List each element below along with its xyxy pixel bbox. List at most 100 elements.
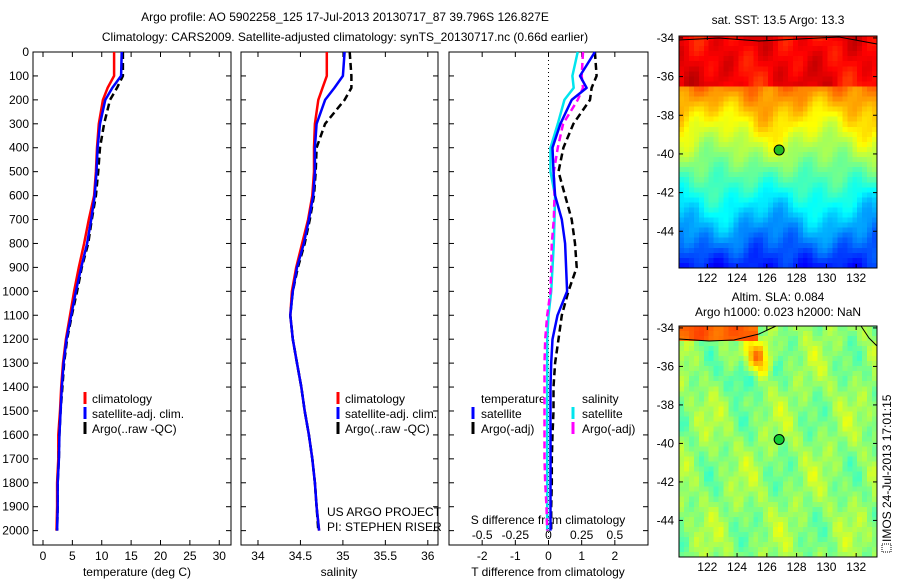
lon-tick-label: 124 (727, 271, 747, 285)
depth-tick-label: 300 (9, 117, 29, 131)
depth-tick-label: 1000 (2, 284, 29, 298)
legend-label-argo: Argo(..raw -QC) (92, 422, 177, 436)
x-tick-label: 25 (183, 549, 197, 563)
depth-tick-label: 500 (9, 165, 29, 179)
profile-legend-salinity: climatology satellite-adj. clim. Argo(..… (336, 392, 437, 436)
x-tick-label: 1 (578, 549, 585, 563)
x-tick-label: 35 (336, 549, 350, 563)
x-tick-label: 20 (154, 549, 168, 563)
lon-tick-label: 122 (697, 560, 717, 574)
x-tick-label: -1 (510, 549, 521, 563)
series-line-temperature-argo-adj- (549, 51, 598, 531)
series-line-salinity-argo-adj- (543, 51, 585, 531)
timestamp-text: IMOS 24-Jul-2013 17:01:15 (880, 394, 894, 542)
x-tick-label: 30 (213, 549, 227, 563)
sla-map-subtitle: Argo h1000: 0.023 h2000: NaN (695, 305, 861, 319)
legend-label-argo: Argo(..raw -QC) (345, 422, 430, 436)
depth-tick-label: 100 (9, 69, 29, 83)
depth-tick-label: 200 (9, 93, 29, 107)
salinity-panel: 34 34.5 35 35.5 36 (240, 51, 439, 563)
depth-tick-label: 800 (9, 236, 29, 250)
lon-tick-label: 126 (757, 271, 777, 285)
depth-tick-label: 400 (9, 141, 29, 155)
legend-label-s-satellite: satellite (582, 407, 623, 421)
series-line-argo-raw-qc- (289, 51, 353, 531)
map-frame (678, 35, 878, 269)
series-line-satellite-adj-clim- (55, 51, 123, 531)
coastline (860, 325, 878, 347)
depth-tick-label: 600 (9, 189, 29, 203)
temperature-panel: 0100200300400500600700800900100011001200… (2, 45, 232, 563)
depth-tick-label: 1900 (2, 500, 29, 514)
depth-tick-label: 1100 (3, 308, 29, 322)
lat-tick-label: -42 (657, 475, 675, 489)
lon-tick-label: 124 (727, 560, 747, 574)
temperature-axes-frame (32, 51, 232, 546)
x-tick-label: 0 (40, 549, 47, 563)
series-line-argo-raw-qc- (55, 52, 125, 531)
depth-tick-label: 700 (9, 213, 29, 227)
lat-tick-label: -40 (657, 436, 675, 450)
lon-tick-label: 122 (697, 271, 717, 285)
legend-label-climatology: climatology (92, 392, 152, 406)
temperature-xlabel: temperature (deg C) (83, 565, 191, 579)
lat-tick-label: -40 (657, 147, 675, 161)
series-line-satellite-adj-clim- (289, 51, 346, 531)
legend-label-t-argo: Argo(-adj) (481, 422, 534, 436)
s-diff-tick-label: 0.5 (606, 528, 623, 542)
depth-tick-label: 1500 (2, 404, 29, 418)
lat-tick-label: -36 (657, 359, 675, 373)
argo-float-marker (773, 144, 785, 156)
depth-tick-label: 2000 (2, 524, 29, 538)
lat-tick-label: -44 (657, 224, 675, 238)
x-tick-label: 15 (124, 549, 138, 563)
sla_map-axes: 122 124 126 128 130 132 -34 -36 -38 -40 -42 -44 (657, 321, 878, 574)
x-tick-label: 5 (69, 549, 76, 563)
coastline (678, 325, 777, 342)
lat-tick-label: -38 (657, 108, 675, 122)
title-line-2: Climatology: CARS2009. Satellite-adjuste… (102, 30, 588, 44)
s-diff-tick-label: 0 (545, 528, 552, 542)
salinity-xlabel: salinity (321, 565, 358, 579)
legend-heading-salinity: salinity (582, 392, 619, 406)
map-frame (678, 325, 878, 558)
legend-label-t-satellite: satellite (481, 407, 522, 421)
lat-tick-label: -34 (657, 31, 675, 45)
series-line-climatology (55, 52, 116, 531)
sst-map-title: sat. SST: 13.5 Argo: 13.3 (712, 13, 845, 27)
difference-legend: temperature salinity satellite Argo(-adj… (471, 392, 635, 436)
salinity-axes-frame (240, 51, 439, 546)
title-line-1: Argo profile: AO 5902258_125 17-Jul-2013… (141, 10, 549, 24)
difference-panel: -2 -1 0 1 2 -0.5 -0.25 0 0.25 0.5 (448, 51, 649, 563)
project-note: US ARGO PROJECT (327, 505, 442, 519)
lon-tick-label: 132 (846, 560, 866, 574)
legend-label-satellite: satellite-adj. clim. (92, 407, 184, 421)
depth-tick-label: 1700 (2, 452, 29, 466)
s-diff-tick-label: 0.25 (570, 528, 594, 542)
legend-label-satellite: satellite-adj. clim. (345, 407, 437, 421)
legend-label-climatology: climatology (345, 392, 405, 406)
lon-tick-label: 130 (816, 271, 836, 285)
lat-tick-label: -36 (657, 70, 675, 84)
pi-note: PI: STEPHEN RISER (327, 520, 442, 534)
argo-float-marker (773, 433, 785, 445)
x-tick-label: 34 (251, 549, 265, 563)
x-tick-label: 0 (545, 549, 552, 563)
lon-tick-label: 128 (787, 271, 807, 285)
x-tick-label: -2 (477, 549, 488, 563)
depth-tick-label: 1300 (2, 356, 29, 370)
timestamp-label: IMOS 24-Jul-2013 17:01:15 (880, 394, 894, 553)
lat-tick-label: -44 (657, 513, 675, 527)
legend-heading-temperature: temperature (481, 392, 546, 406)
sla-map-title: Altim. SLA: 0.084 (732, 290, 825, 304)
profile-legend-temperature: climatology satellite-adj. clim. Argo(..… (83, 392, 184, 436)
coastline (678, 36, 878, 45)
lat-tick-label: -38 (657, 398, 675, 412)
depth-tick-label: 0 (22, 45, 29, 59)
imos-box-icon (881, 543, 892, 553)
x-tick-label: 10 (95, 549, 109, 563)
lat-tick-label: -34 (657, 321, 675, 335)
x-tick-label: 35.5 (374, 549, 398, 563)
